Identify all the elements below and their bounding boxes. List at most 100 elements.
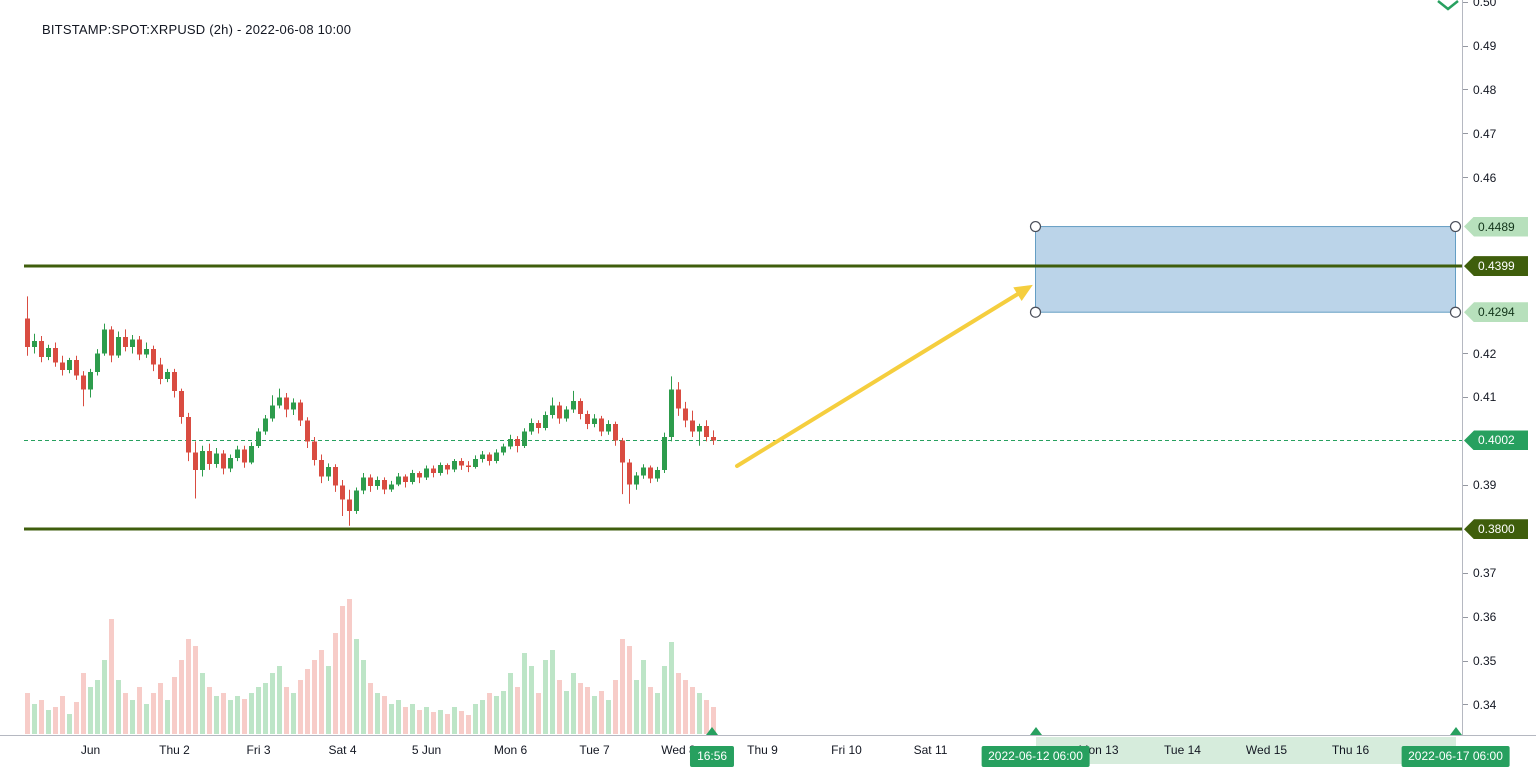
candle (662, 432, 667, 473)
volume-bar (522, 653, 527, 734)
volume-bar (375, 693, 380, 734)
volume-bar (333, 633, 338, 734)
candle (284, 393, 289, 418)
selected-range-band (1035, 737, 1456, 764)
time-tag: 2022-06-17 06:00 (1401, 746, 1510, 767)
volume-bar (494, 696, 499, 734)
volume-bar (627, 646, 632, 734)
candle (522, 428, 527, 448)
candle (256, 428, 261, 448)
volume-bar (417, 710, 422, 734)
chart-canvas[interactable] (0, 0, 1462, 735)
candle (326, 463, 331, 481)
volume-bar (256, 687, 261, 734)
price-tag: 0.4002 (1464, 430, 1528, 451)
volume-bar (200, 673, 205, 734)
candle (466, 461, 471, 473)
volume-bar (711, 707, 716, 734)
candle (319, 454, 324, 484)
candle (60, 355, 65, 376)
candle (298, 399, 303, 426)
candle (424, 465, 429, 481)
time-tick-label: Thu 9 (747, 743, 778, 757)
candle (648, 465, 653, 484)
volume-bar (193, 646, 198, 734)
candle (445, 463, 450, 475)
time-tick-label: 5 Jun (411, 743, 442, 757)
volume-bar (88, 687, 93, 734)
candle (67, 357, 72, 374)
box-handle[interactable] (1029, 306, 1042, 318)
price-tag: 0.4489 (1464, 216, 1528, 237)
candle (151, 345, 156, 372)
drawing-anchor-icon (1437, 0, 1459, 11)
candle (683, 401, 688, 428)
volume-bar (144, 704, 149, 734)
trend-arrow[interactable] (735, 284, 1033, 468)
volume-bar (221, 693, 226, 734)
price-tick-label: 0.50 (1463, 0, 1496, 9)
candle (312, 436, 317, 466)
time-tag: 16:56 (690, 746, 735, 767)
volume-bar (186, 639, 191, 734)
candle (88, 368, 93, 398)
candle (277, 388, 282, 409)
candle (347, 489, 352, 526)
volume-bar (403, 707, 408, 734)
time-axis[interactable]: Jun Thu 2 Fri 3 Sat 4 5 Jun Mon 6 Tue 7 Wed 8 Th… (0, 735, 1536, 775)
candle (95, 349, 100, 376)
volume-bar (599, 691, 604, 734)
volume-bar (508, 673, 513, 734)
candle (116, 331, 121, 358)
candle (81, 371, 86, 407)
box-handle[interactable] (1029, 220, 1042, 233)
candle (620, 437, 625, 495)
volume-bar (74, 702, 79, 734)
volume-bar (60, 696, 65, 734)
volume-bar (235, 696, 240, 734)
candle (53, 342, 58, 367)
candle (669, 376, 674, 442)
volume-bar (368, 683, 373, 734)
volume-bar (326, 666, 331, 734)
candle (494, 449, 499, 464)
candle (270, 395, 275, 422)
volume-bar (39, 700, 44, 734)
candle (557, 401, 562, 424)
candle (592, 414, 597, 428)
volume-bar (389, 704, 394, 734)
candle (137, 335, 142, 361)
candle (585, 410, 590, 430)
candle (144, 342, 149, 358)
box-handle[interactable] (1449, 220, 1462, 233)
volume-bar (697, 693, 702, 734)
volume-bar (466, 715, 471, 734)
candle (634, 472, 639, 490)
candle (515, 436, 520, 453)
volume-bar (382, 696, 387, 734)
volume-bar (459, 711, 464, 734)
volume-bar (207, 687, 212, 734)
volume-bar (130, 700, 135, 734)
volume-bar (634, 680, 639, 734)
volume-bar (228, 700, 233, 734)
volume-bar (46, 710, 51, 734)
volume-bar (298, 680, 303, 734)
box-handle[interactable] (1449, 306, 1462, 318)
candle (207, 443, 212, 470)
candle (389, 480, 394, 492)
volume-bar (158, 683, 163, 734)
axis-caret-icon (706, 727, 719, 735)
volume-bar (340, 606, 345, 734)
price-tick-label: 0.36 (1463, 610, 1496, 624)
candle (438, 462, 443, 476)
price-axis[interactable]: 0.50 0.49 0.48 0.47 0.46 0.42 0.41 0.39 0.37 0.36… (1462, 0, 1536, 775)
candle (697, 423, 702, 446)
volume-bar (431, 712, 436, 734)
candle (690, 410, 695, 437)
time-tick-label: Sat 11 (913, 743, 948, 757)
projection-box[interactable] (1035, 226, 1456, 313)
candle (123, 329, 128, 352)
candle (564, 406, 569, 422)
candle (74, 355, 79, 380)
